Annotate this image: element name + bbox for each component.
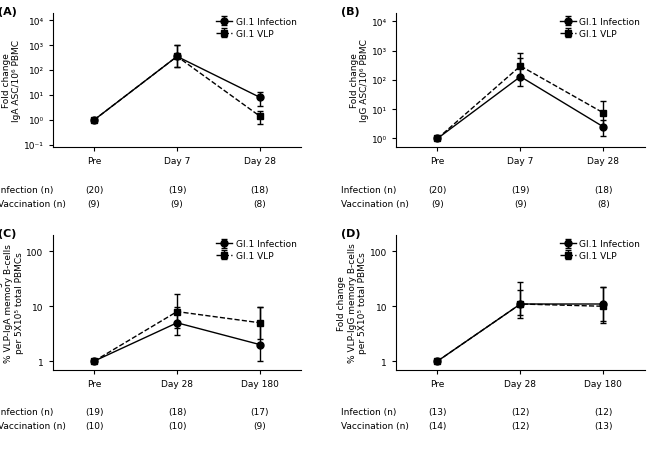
Text: (9): (9) xyxy=(88,199,101,208)
Y-axis label: Fold change
IgG ASC/10⁶ PBMC: Fold change IgG ASC/10⁶ PBMC xyxy=(349,39,369,122)
Text: (A): (A) xyxy=(0,7,16,17)
Text: Infection (n): Infection (n) xyxy=(342,186,397,194)
Text: Vaccination (n): Vaccination (n) xyxy=(0,421,66,430)
Text: (19): (19) xyxy=(85,407,103,416)
Legend: GI.1 Infection, GI.1 VLP: GI.1 Infection, GI.1 VLP xyxy=(216,18,297,39)
Text: (D): (D) xyxy=(342,229,361,239)
Text: (8): (8) xyxy=(597,199,610,208)
Text: (12): (12) xyxy=(511,407,530,416)
Legend: GI.1 Infection, GI.1 VLP: GI.1 Infection, GI.1 VLP xyxy=(216,240,297,261)
Text: (18): (18) xyxy=(168,407,186,416)
Text: (13): (13) xyxy=(428,407,447,416)
Text: (10): (10) xyxy=(168,421,186,430)
Text: Infection (n): Infection (n) xyxy=(342,407,397,416)
Text: (13): (13) xyxy=(594,421,613,430)
Text: (C): (C) xyxy=(0,229,16,239)
Text: (12): (12) xyxy=(511,421,530,430)
Text: (14): (14) xyxy=(428,421,447,430)
Legend: GI.1 Infection, GI.1 VLP: GI.1 Infection, GI.1 VLP xyxy=(559,18,640,39)
Text: (9): (9) xyxy=(253,421,266,430)
Text: (9): (9) xyxy=(431,199,444,208)
Y-axis label: Fold change
% VLP-IgG memory B-cells
per 5X10⁵ total PBMCs: Fold change % VLP-IgG memory B-cells per… xyxy=(337,243,367,362)
Text: (20): (20) xyxy=(428,186,447,194)
Text: (9): (9) xyxy=(514,199,527,208)
Text: (12): (12) xyxy=(594,407,613,416)
Text: Vaccination (n): Vaccination (n) xyxy=(0,199,66,208)
Legend: GI.1 Infection, GI.1 VLP: GI.1 Infection, GI.1 VLP xyxy=(559,240,640,261)
Y-axis label: Fold change
IgA ASC/10⁶ PBMC: Fold change IgA ASC/10⁶ PBMC xyxy=(1,40,21,122)
Text: (19): (19) xyxy=(168,186,186,194)
Text: Vaccination (n): Vaccination (n) xyxy=(342,199,409,208)
Y-axis label: Fold change
% VLP-IgA memory B-cells
per 5X10⁵ total PBMCs: Fold change % VLP-IgA memory B-cells per… xyxy=(0,243,24,362)
Text: Infection (n): Infection (n) xyxy=(0,407,53,416)
Text: Vaccination (n): Vaccination (n) xyxy=(342,421,409,430)
Text: (20): (20) xyxy=(85,186,103,194)
Text: (10): (10) xyxy=(85,421,103,430)
Text: (18): (18) xyxy=(251,186,269,194)
Text: (18): (18) xyxy=(594,186,613,194)
Text: (B): (B) xyxy=(342,7,360,17)
Text: (17): (17) xyxy=(251,407,269,416)
Text: (19): (19) xyxy=(511,186,530,194)
Text: (9): (9) xyxy=(170,199,184,208)
Text: (8): (8) xyxy=(253,199,266,208)
Text: Infection (n): Infection (n) xyxy=(0,186,53,194)
